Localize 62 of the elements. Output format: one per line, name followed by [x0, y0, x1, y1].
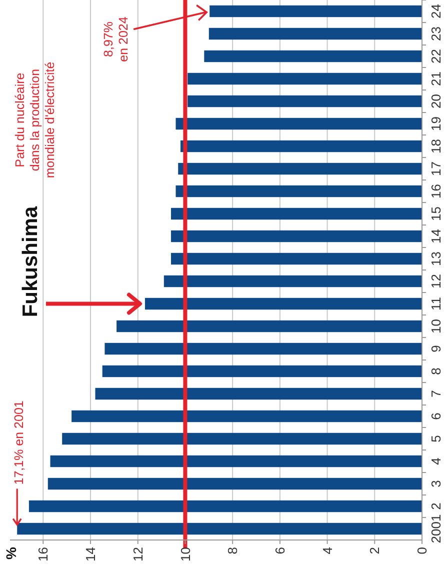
y-tick-label: 11: [428, 297, 444, 310]
annotation: 17,1% en 2001: [12, 400, 26, 485]
bar: [50, 455, 422, 468]
bar: [95, 388, 422, 400]
y-tick-label: 9: [428, 345, 444, 352]
x-tick-label: 12: [130, 547, 146, 562]
y-tick-label: 23: [428, 26, 444, 41]
y-tick-label: 12: [428, 274, 444, 288]
y-tick-label: 14: [428, 229, 444, 244]
bar: [116, 320, 422, 332]
bar: [208, 28, 422, 40]
y-tick-label: 17: [428, 162, 444, 176]
y-tick-label: 15: [428, 206, 444, 221]
bar: [178, 162, 422, 175]
bar: [164, 275, 422, 288]
y-tick-label: 24: [428, 4, 444, 18]
y-tick-label: 4: [428, 458, 444, 465]
bar: [171, 230, 422, 242]
y-tick-label: 5: [428, 435, 444, 442]
y-tick-label: 6: [428, 412, 444, 420]
bar: [28, 500, 422, 512]
bar: [102, 365, 422, 378]
annotation: 8,97% en 2024: [102, 16, 131, 62]
bar: [72, 410, 422, 422]
y-tick-label: 8: [428, 368, 444, 375]
annotation: Fukushima: [19, 206, 42, 318]
bar: [176, 118, 422, 130]
x-tick-label: 14: [83, 547, 98, 562]
y-tick-label: 21: [428, 72, 444, 86]
y-tick-label: 3: [428, 480, 444, 488]
x-tick-label: 8: [225, 547, 240, 554]
y-tick-label: 20: [428, 94, 444, 108]
bar: [188, 72, 422, 85]
y-tick-label: 13: [428, 252, 444, 266]
text: %: [2, 546, 19, 560]
bar: [104, 342, 422, 355]
x-tick-label: 4: [320, 547, 335, 554]
y-tick-label: 16: [428, 184, 444, 198]
y-tick-label: 2: [428, 502, 444, 510]
bar: [210, 5, 422, 18]
bar: [204, 50, 422, 62]
y-tick-label: 19: [428, 116, 444, 131]
annotation: Part du nucléaire dans la production mondiale d'électricité: [13, 62, 57, 178]
y-tick-label: 22: [428, 49, 444, 64]
y-tick-label: 2001: [428, 514, 444, 544]
bar: [188, 95, 422, 108]
bar: [171, 208, 422, 220]
bar: [171, 252, 422, 265]
bar: [180, 140, 422, 152]
bar: [48, 478, 422, 490]
bar: [176, 185, 422, 198]
bar: [144, 298, 422, 310]
bar: [17, 522, 422, 535]
x-tick-label: 16: [36, 547, 51, 562]
y-tick-label: 10: [428, 319, 444, 334]
y-tick-label: 7: [428, 390, 444, 398]
x-tick-label: 6: [272, 547, 288, 554]
bar: [62, 432, 422, 445]
x-tick-label: 2: [367, 547, 382, 554]
x-tick-label: 10: [178, 547, 193, 562]
y-tick-label: 18: [428, 139, 444, 154]
x-tick-label: 0: [414, 547, 430, 554]
